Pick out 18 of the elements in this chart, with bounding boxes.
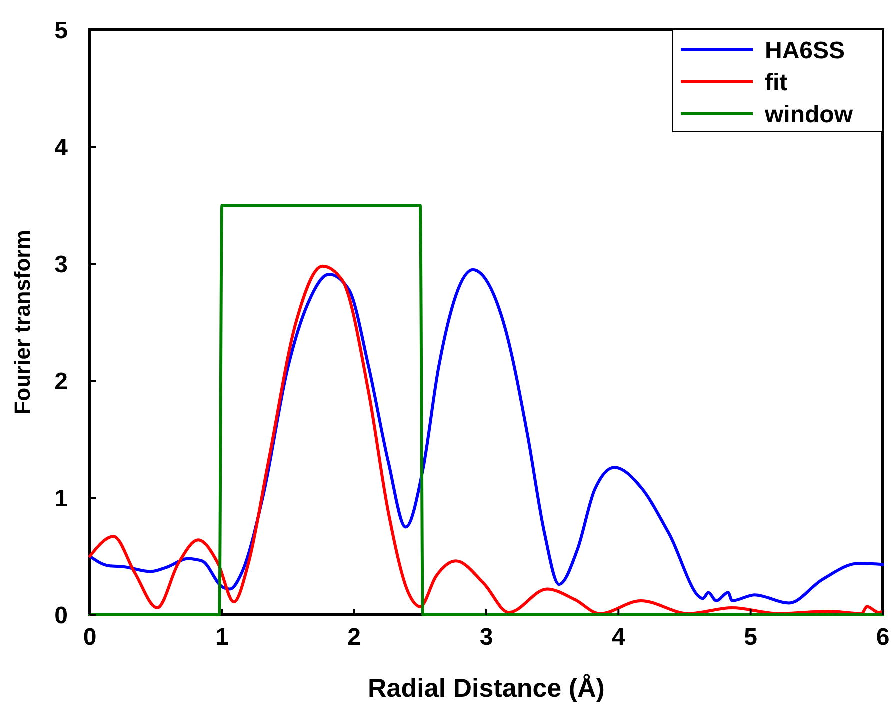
x-tick-label: 2 [348,624,362,651]
legend-label: HA6SS [765,37,846,64]
y-tick-label: 2 [54,368,68,396]
x-axis-title: Radial Distance (Å) [368,673,605,703]
x-tick-label: 3 [480,624,494,651]
y-tick-label: 0 [54,602,68,630]
y-tick-label: 5 [54,17,68,44]
y-tick-label: 4 [54,134,69,162]
y-tick-label: 3 [54,251,68,278]
x-tick-label: 1 [215,624,229,651]
y-axis-title: Fourier transform [10,230,35,415]
y-tick-label: 1 [54,485,68,512]
legend-label: window [764,101,854,128]
x-tick-label: 4 [612,624,626,651]
x-tick-label: 0 [83,624,97,651]
legend-label: fit [765,69,788,96]
x-tick-label: 6 [876,624,890,651]
x-tick-label: 5 [744,624,758,651]
